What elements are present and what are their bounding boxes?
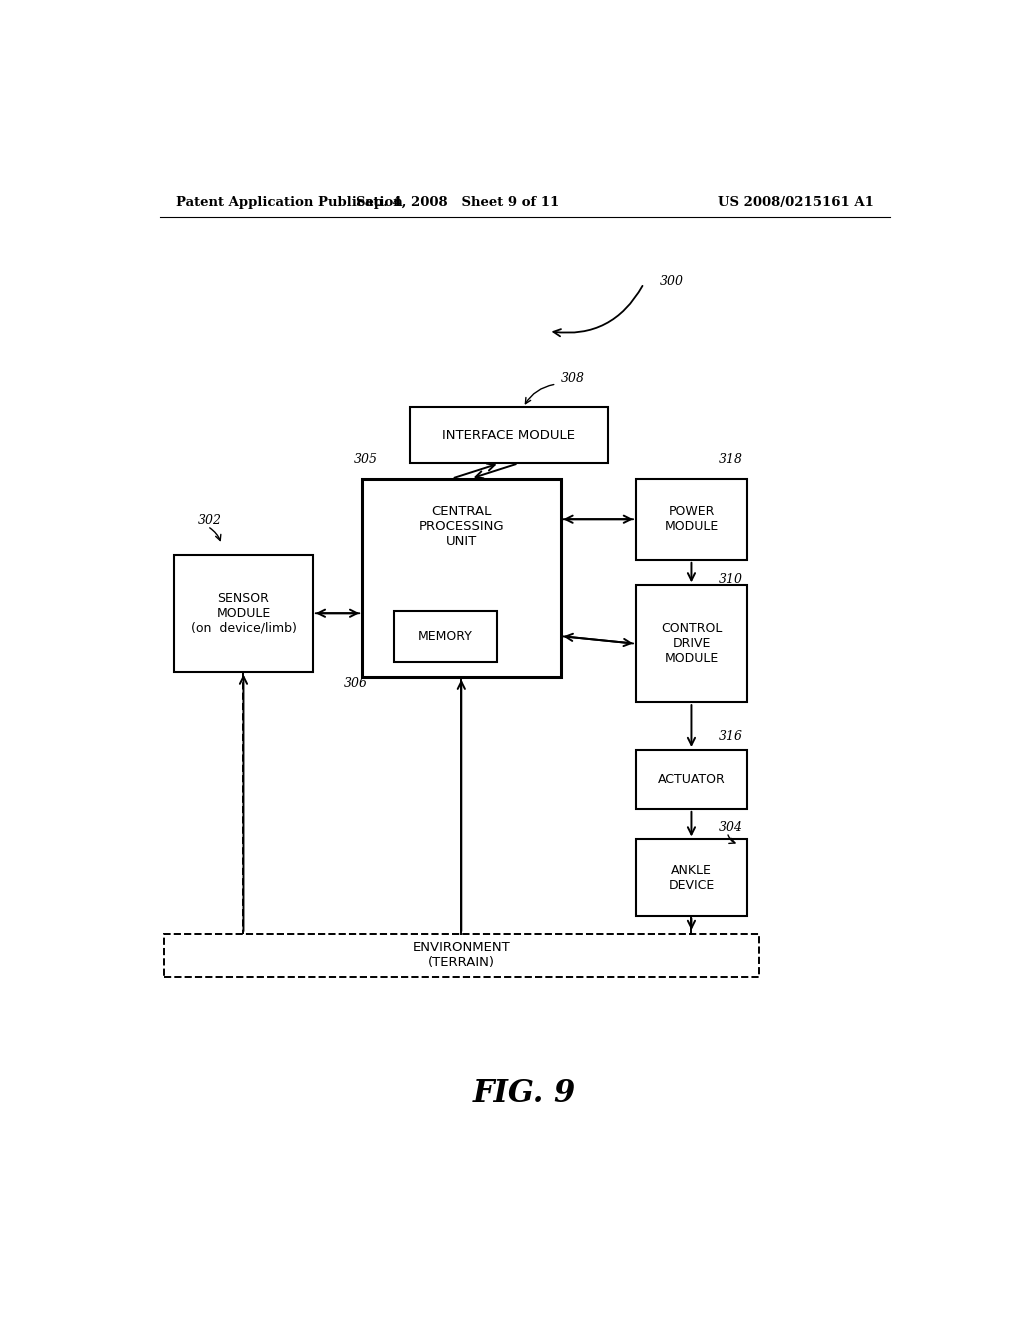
Text: 306: 306 [344, 677, 368, 690]
FancyBboxPatch shape [410, 408, 608, 463]
Text: Sep. 4, 2008   Sheet 9 of 11: Sep. 4, 2008 Sheet 9 of 11 [355, 195, 559, 209]
Text: FIG. 9: FIG. 9 [473, 1078, 577, 1109]
Text: POWER
MODULE: POWER MODULE [665, 506, 719, 533]
FancyBboxPatch shape [636, 479, 748, 560]
Text: MEMORY: MEMORY [418, 630, 473, 643]
Text: 310: 310 [719, 573, 743, 586]
FancyBboxPatch shape [636, 840, 748, 916]
Text: 308: 308 [560, 372, 585, 385]
FancyBboxPatch shape [164, 935, 759, 977]
Text: SENSOR
MODULE
(on  device/limb): SENSOR MODULE (on device/limb) [190, 591, 296, 635]
Text: ACTUATOR: ACTUATOR [657, 774, 725, 785]
Text: INTERFACE MODULE: INTERFACE MODULE [442, 429, 575, 442]
FancyBboxPatch shape [636, 585, 748, 702]
FancyBboxPatch shape [174, 554, 313, 672]
Text: ENVIRONMENT
(TERRAIN): ENVIRONMENT (TERRAIN) [413, 941, 510, 969]
Text: CONTROL
DRIVE
MODULE: CONTROL DRIVE MODULE [660, 622, 722, 665]
Text: 302: 302 [198, 515, 222, 527]
Text: 318: 318 [719, 453, 743, 466]
Text: Patent Application Publication: Patent Application Publication [176, 195, 402, 209]
Text: 305: 305 [354, 453, 378, 466]
Text: 316: 316 [719, 730, 743, 743]
Text: 304: 304 [719, 821, 743, 834]
FancyBboxPatch shape [362, 479, 560, 677]
Text: US 2008/0215161 A1: US 2008/0215161 A1 [718, 195, 873, 209]
Text: CENTRAL
PROCESSING
UNIT: CENTRAL PROCESSING UNIT [419, 504, 504, 548]
FancyBboxPatch shape [636, 750, 748, 809]
FancyBboxPatch shape [394, 611, 497, 661]
Text: ANKLE
DEVICE: ANKLE DEVICE [669, 863, 715, 891]
Text: 300: 300 [659, 276, 684, 289]
